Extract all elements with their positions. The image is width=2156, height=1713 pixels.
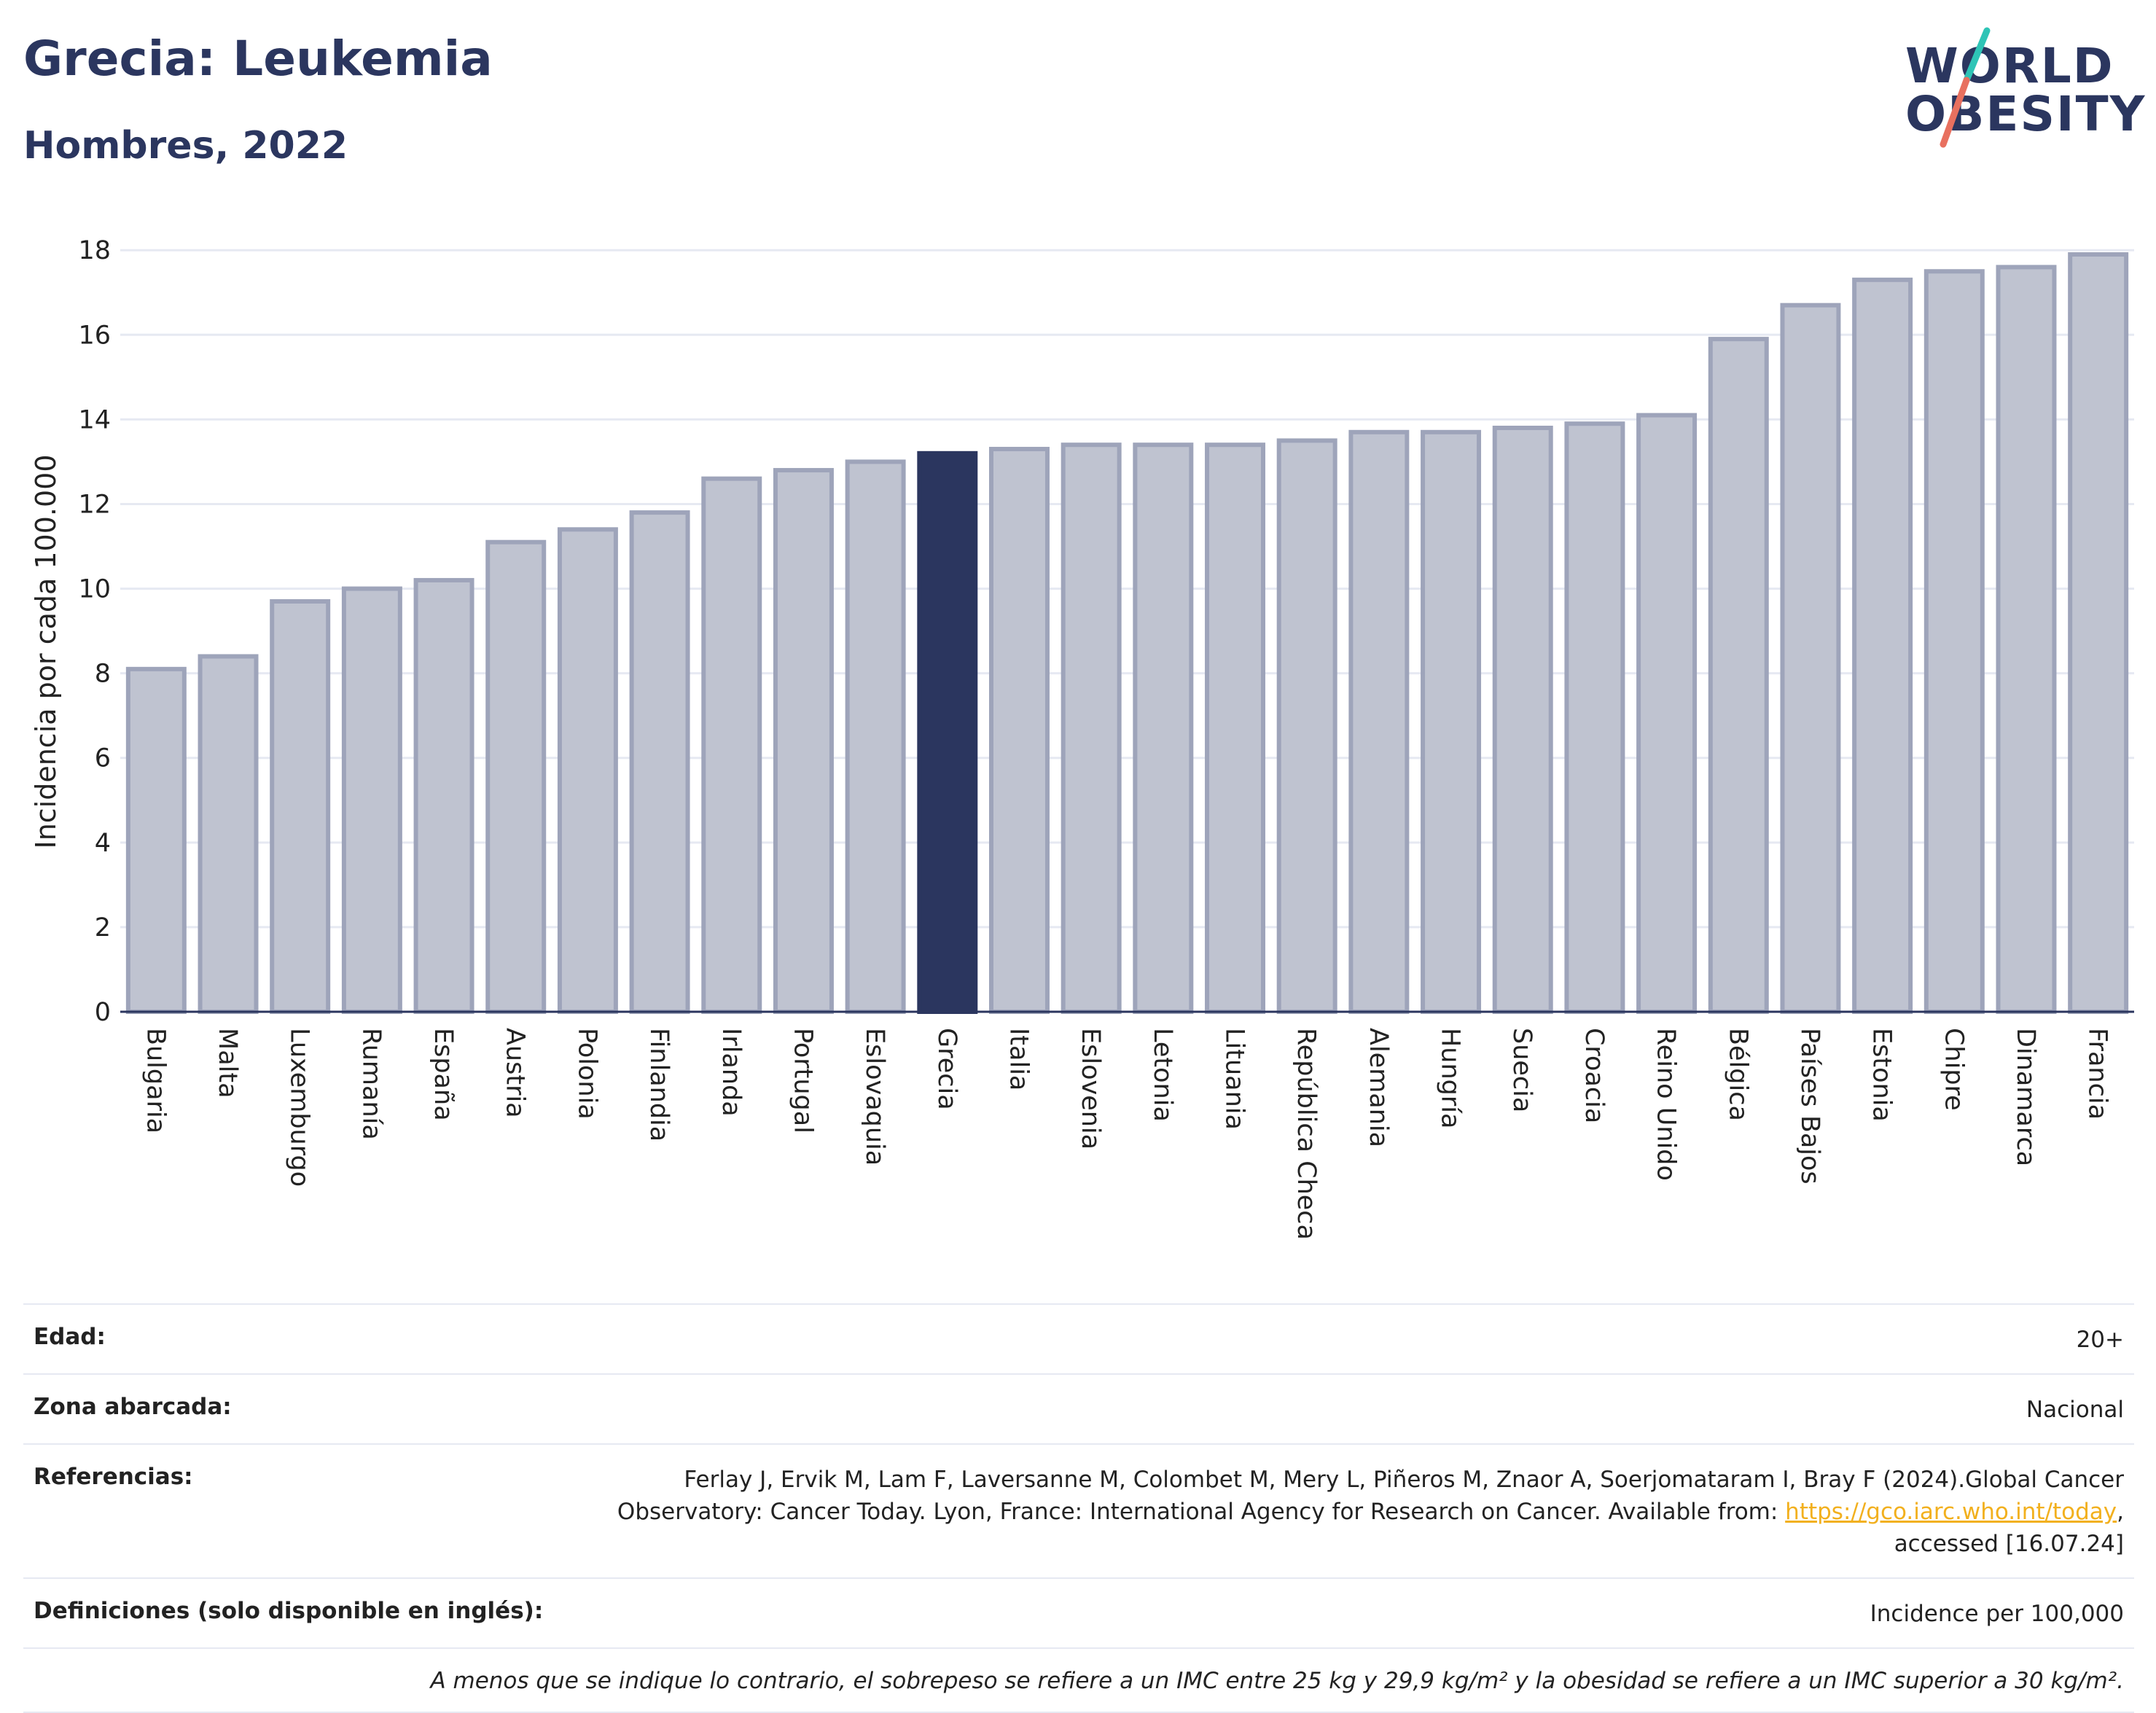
y-tick-label: 4 — [95, 829, 111, 858]
y-tick-label: 16 — [78, 321, 111, 350]
age-label: Edad: — [34, 1324, 106, 1350]
logo-slash-icon — [1940, 27, 1991, 148]
bar-eslovenia — [1061, 442, 1122, 1014]
info-row-area: Zona abarcada: Nacional — [23, 1373, 2134, 1443]
age-value: 20+ — [2076, 1327, 2124, 1353]
x-tick-label: Austria — [501, 1028, 530, 1118]
bar-chipre — [1923, 269, 1985, 1014]
x-tick-label: Lituania — [1220, 1028, 1249, 1130]
x-tick-label: Francia — [2083, 1028, 2112, 1120]
y-axis-label: Incidencia por cada 100.000 — [30, 454, 62, 848]
info-row-age: Edad: 20+ — [23, 1303, 2134, 1373]
x-tick-label: Chipre — [1939, 1028, 1968, 1111]
bar-dinamarca — [1996, 265, 2057, 1015]
x-tick-label: Irlanda — [716, 1028, 746, 1117]
x-tick-label: Luxemburgo — [285, 1028, 314, 1187]
references-text-1: Ferlay J, Ervik M, Lam F, Laversanne M, … — [684, 1467, 2124, 1494]
x-tick-label: Rumanía — [356, 1028, 386, 1140]
definitions-label: Definiciones (solo disponible en inglés)… — [34, 1598, 544, 1625]
x-tick-label: Eslovenia — [1076, 1028, 1105, 1150]
x-tick-label: Dinamarca — [2011, 1028, 2040, 1166]
bar-bulgaria — [125, 666, 187, 1014]
x-tick-labels: Bulgaria Malta Luxemburgo Rumanía España Aust… — [141, 1028, 2112, 1240]
bar-portugal — [773, 468, 834, 1015]
bar-italia — [988, 447, 1050, 1014]
bar-austria — [485, 539, 547, 1014]
x-tick-label: Italia — [1004, 1028, 1033, 1090]
info-table: Edad: 20+ Zona abarcada: Nacional Refere… — [23, 1303, 2134, 1713]
x-tick-label: Croacia — [1579, 1028, 1609, 1123]
x-tick-label: Alemania — [1364, 1028, 1393, 1147]
area-label: Zona abarcada: — [34, 1394, 232, 1421]
bar-francia — [2068, 252, 2129, 1015]
bar-hungría — [1421, 429, 1482, 1015]
x-tick-label: Grecia — [932, 1028, 961, 1110]
y-tick-label: 12 — [78, 490, 111, 519]
y-tick-label: 18 — [78, 236, 111, 265]
x-tick-label: Suecia — [1507, 1028, 1536, 1112]
logo-word-world: WORLD — [1905, 38, 2114, 94]
definitions-value: Incidence per 100,000 — [1870, 1601, 2124, 1628]
info-row-references: Referencias: Ferlay J, Ervik M, Lam F, L… — [23, 1443, 2134, 1577]
x-tick-label: Polonia — [572, 1028, 601, 1120]
area-value: Nacional — [2026, 1397, 2124, 1424]
references-text-2: Observatory: Cancer Today. Lyon, France:… — [617, 1499, 1786, 1526]
x-tick-label: Finlandia — [644, 1028, 673, 1142]
x-tick-label: Estonia — [1867, 1028, 1897, 1122]
bars — [125, 252, 2129, 1015]
bar-eslovaquia — [845, 459, 906, 1015]
bar-grecia — [917, 450, 978, 1014]
bar-república-checa — [1276, 438, 1337, 1015]
references-text-3: , — [2117, 1499, 2124, 1526]
info-row-definitions: Definiciones (solo disponible en inglés)… — [23, 1577, 2134, 1647]
x-tick-label: Letonia — [1148, 1028, 1177, 1122]
y-tick-label: 2 — [95, 913, 111, 943]
bar-croacia — [1564, 421, 1625, 1014]
x-tick-label: Bélgica — [1723, 1028, 1752, 1121]
bar-alemania — [1348, 429, 1410, 1015]
bar-países-bajos — [1780, 303, 1841, 1015]
bar-lituania — [1205, 442, 1266, 1014]
bar-chart: 0 2 4 6 8 10 12 14 16 18 Bulgaria Malta Luxemburgo R… — [30, 236, 2134, 1240]
bar-irlanda — [701, 476, 762, 1014]
world-obesity-logo: WORLD OBESITY — [1895, 22, 2144, 153]
bar-españa — [413, 577, 474, 1014]
bar-finlandia — [629, 510, 690, 1014]
bar-suecia — [1492, 426, 1553, 1014]
bar-estonia — [1852, 277, 1913, 1014]
x-tick-label: España — [429, 1028, 458, 1121]
x-tick-label: República Checa — [1292, 1028, 1321, 1240]
bar-bélgica — [1708, 337, 1769, 1014]
y-tick-label: 8 — [95, 660, 111, 689]
bar-polonia — [557, 527, 618, 1015]
y-tick-label: 0 — [95, 998, 111, 1027]
bar-malta — [198, 654, 259, 1014]
bar-letonia — [1133, 442, 1194, 1014]
y-tick-label: 6 — [95, 744, 111, 773]
x-tick-label: Reino Unido — [1652, 1028, 1681, 1181]
references-link[interactable]: https://gco.iarc.who.int/today — [1785, 1499, 2117, 1526]
bar-rumanía — [341, 586, 402, 1014]
references-text-4: accessed [16.07.24] — [1894, 1531, 2124, 1558]
x-tick-label: Bulgaria — [141, 1028, 170, 1133]
references-value: Ferlay J, Ervik M, Lam F, Laversanne M, … — [617, 1464, 2124, 1560]
y-tick-label: 10 — [78, 575, 111, 604]
references-label: Referencias: — [34, 1464, 193, 1491]
bar-luxemburgo — [270, 598, 331, 1014]
x-tick-label: Países Bajos — [1795, 1028, 1824, 1185]
x-tick-label: Eslovaquia — [860, 1028, 889, 1166]
x-tick-label: Portugal — [788, 1028, 817, 1133]
y-tick-labels: 0 2 4 6 8 10 12 14 16 18 — [78, 236, 111, 1027]
bar-reino-unido — [1636, 413, 1698, 1014]
chart-title: Grecia: Leukemia — [23, 31, 493, 87]
y-tick-label: 14 — [78, 405, 111, 434]
footnote: A menos que se indique lo contrario, el … — [23, 1647, 2134, 1713]
chart-subtitle: Hombres, 2022 — [23, 124, 348, 168]
x-tick-label: Malta — [213, 1028, 242, 1099]
x-tick-label: Hungría — [1436, 1028, 1465, 1128]
